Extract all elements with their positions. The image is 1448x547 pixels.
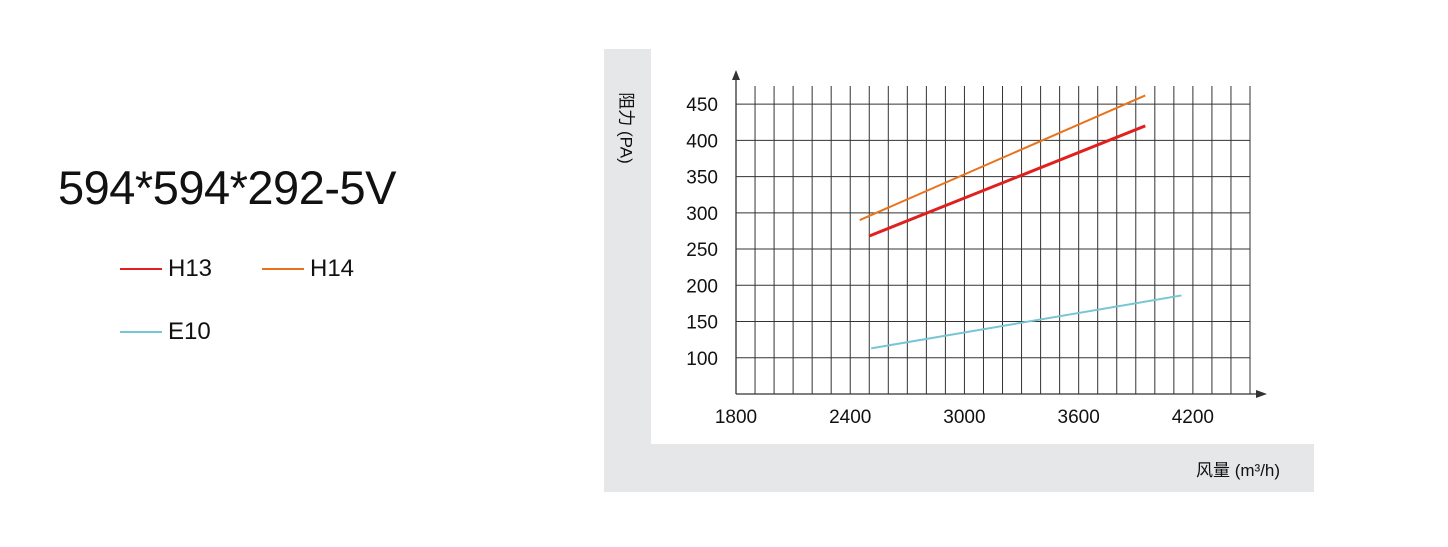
y-tick-label: 150 [686,313,718,334]
x-tick-label: 1800 [715,407,757,428]
chart-panel-bottom [604,444,1314,492]
product-title: 594*594*292-5V [58,161,396,214]
legend-item-e10: E10 [120,317,211,347]
legend-swatch-h14 [262,268,304,270]
y-tick-label: 250 [686,240,718,261]
y-tick-label: 300 [686,204,718,225]
legend-swatch-h13 [120,268,162,270]
y-tick-label: 350 [686,168,718,189]
x-tick-label: 3000 [943,407,985,428]
y-tick-label: 400 [686,131,718,152]
legend-label-h14: H14 [310,255,355,282]
legend-label-h13: H13 [168,255,213,282]
series-line-h14 [859,94,1146,221]
series-line-e10 [870,294,1182,350]
series-line-h13 [868,124,1146,238]
y-tick-label: 100 [686,349,718,370]
y-tick-label: 450 [686,95,718,116]
y-tick-label: 200 [686,276,718,297]
axes [732,70,1267,398]
y-axis-arrow-icon [732,70,740,80]
x-tick-label: 2400 [829,407,871,428]
x-axis-arrow-icon [1256,390,1267,398]
x-axis-label: 风量 (m³/h) [1196,461,1281,480]
chart-panel-left [604,49,651,492]
tick-labels: 1800 2400 3000 3600 4200 100 150 200 250 300 350 40… [686,95,1214,428]
legend-item-h14: H14 [262,254,354,284]
series-lines [859,94,1182,350]
grid [736,86,1251,394]
x-tick-label: 4200 [1172,407,1214,428]
legend-label-e10: E10 [168,318,211,345]
x-tick-label: 3600 [1058,407,1100,428]
legend-swatch-e10 [120,331,162,333]
legend-item-h13: H13 [120,254,212,284]
